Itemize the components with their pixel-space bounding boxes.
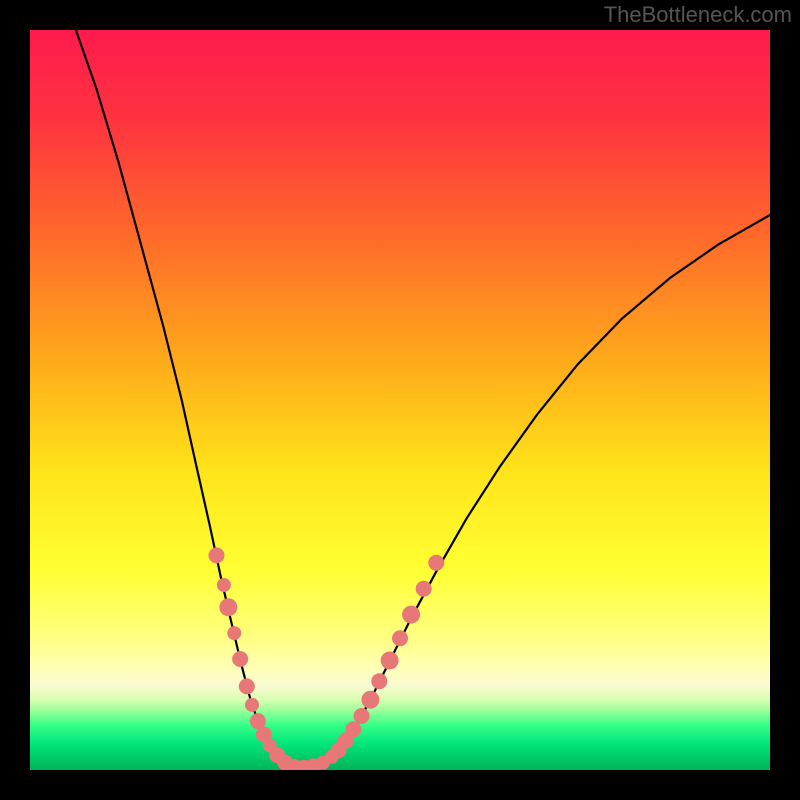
data-point xyxy=(245,698,259,712)
data-point xyxy=(361,691,379,709)
data-point xyxy=(371,673,387,689)
data-point xyxy=(219,598,237,616)
data-point xyxy=(345,721,361,737)
data-point xyxy=(217,578,231,592)
data-point xyxy=(239,678,255,694)
data-point xyxy=(208,547,224,563)
chart-root: TheBottleneck.com xyxy=(0,0,800,800)
data-point xyxy=(354,708,370,724)
data-point xyxy=(227,626,241,640)
chart-svg xyxy=(0,0,800,800)
data-point xyxy=(402,606,420,624)
data-point xyxy=(232,651,248,667)
data-point xyxy=(381,651,399,669)
data-point xyxy=(416,581,432,597)
data-point xyxy=(392,630,408,646)
plot-background xyxy=(30,30,770,770)
watermark-text: TheBottleneck.com xyxy=(604,2,792,28)
data-point xyxy=(428,555,444,571)
